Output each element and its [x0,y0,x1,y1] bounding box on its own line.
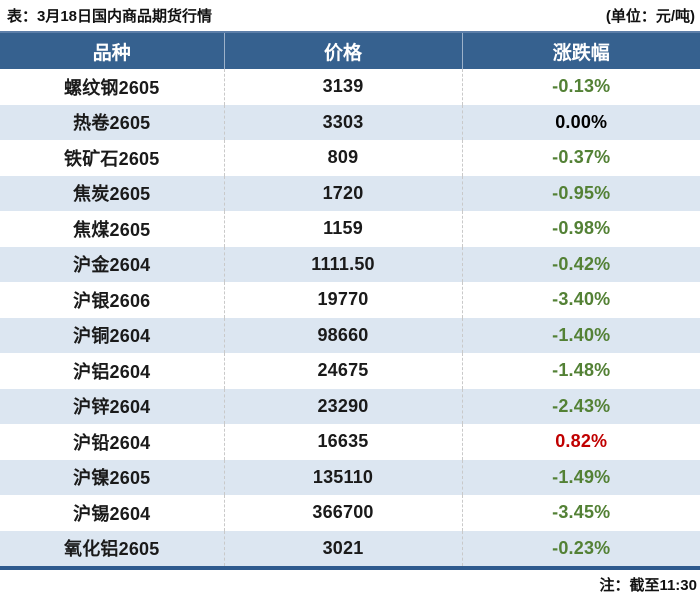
cell-price: 1159 [224,211,463,247]
cell-price: 3303 [224,104,463,140]
cell-price: 3021 [224,530,463,566]
cell-variety: 螺纹钢2605 [0,69,225,105]
cell-variety: 沪银2606 [0,282,225,318]
table-row: 沪锡2604 366700 -3.45% [0,495,700,531]
title-bar: 表：3月18日国内商品期货行情 (单位：元/吨) [0,0,700,31]
cell-variety: 沪锡2604 [0,495,225,531]
cell-price: 23290 [224,388,463,424]
table-body: 螺纹钢2605 3139 -0.13% 热卷2605 3303 0.00% 铁矿… [0,69,700,566]
cell-change: -1.49% [552,466,611,487]
cell-price: 19770 [224,282,463,318]
cell-variety: 铁矿石2605 [0,140,225,176]
table-row: 沪铝2604 24675 -1.48% [0,353,700,389]
header-price: 价格 [224,31,463,69]
cell-change: 0.00% [555,111,608,132]
table-row: 焦炭2605 1720 -0.95% [0,175,700,211]
cell-variety: 沪铝2604 [0,353,225,389]
cell-change: 0.82% [555,431,608,452]
cell-change: -0.37% [552,147,611,168]
table-row: 沪金2604 1111.50 -0.42% [0,246,700,282]
footer: 注：截至11:30 [0,570,700,598]
table-row: 沪银2606 19770 -3.40% [0,282,700,318]
cell-change: -2.43% [552,395,611,416]
cell-price: 1720 [224,175,463,211]
cell-change: -0.98% [552,218,611,239]
bottom-rule [0,566,700,570]
table-row: 沪镍2605 135110 -1.49% [0,459,700,495]
cell-change: -3.40% [552,289,611,310]
cell-price: 98660 [224,317,463,353]
table-row: 焦煤2605 1159 -0.98% [0,211,700,247]
cell-variety: 沪锌2604 [0,388,225,424]
cell-variety: 沪铜2604 [0,317,225,353]
table-row: 氧化铝2605 3021 -0.23% [0,530,700,566]
cell-change: -0.95% [552,182,611,203]
cell-change: -3.45% [552,502,611,523]
cell-price: 809 [224,140,463,176]
table-title: 表：3月18日国内商品期货行情 [7,8,213,25]
cell-change: -0.42% [552,253,611,274]
table-header: 品种 价格 涨跌幅 [0,31,700,69]
cell-variety: 沪铅2604 [0,424,225,460]
cell-price: 135110 [224,459,463,495]
cell-variety: 焦炭2605 [0,175,225,211]
cell-price: 16635 [224,424,463,460]
table-row: 铁矿石2605 809 -0.37% [0,140,700,176]
header-variety: 品种 [0,31,225,69]
futures-table: 品种 价格 涨跌幅 螺纹钢2605 3139 -0.13% 热卷2605 330… [0,31,700,566]
cell-change: -0.23% [552,537,611,558]
cell-change: -0.13% [552,76,611,97]
cell-change: -1.48% [552,360,611,381]
table-row: 沪铜2604 98660 -1.40% [0,317,700,353]
cell-price: 3139 [224,69,463,105]
unit-label: (单位：元/吨) [605,8,695,25]
cell-price: 1111.50 [224,246,463,282]
table-row: 螺纹钢2605 3139 -0.13% [0,69,700,105]
cell-variety: 热卷2605 [0,104,225,140]
table-row: 沪锌2604 23290 -2.43% [0,388,700,424]
cell-variety: 沪镍2605 [0,459,225,495]
cell-variety: 沪金2604 [0,246,225,282]
cell-variety: 氧化铝2605 [0,530,225,566]
table-row: 热卷2605 3303 0.00% [0,104,700,140]
cell-price: 366700 [224,495,463,531]
cell-variety: 焦煤2605 [0,211,225,247]
header-change: 涨跌幅 [462,31,700,69]
header-row: 品种 价格 涨跌幅 [0,31,700,69]
cell-change: -1.40% [552,324,611,345]
cell-price: 24675 [224,353,463,389]
table-row: 沪铅2604 16635 0.82% [0,424,700,460]
footnote: 注：截至11:30 [599,576,697,594]
